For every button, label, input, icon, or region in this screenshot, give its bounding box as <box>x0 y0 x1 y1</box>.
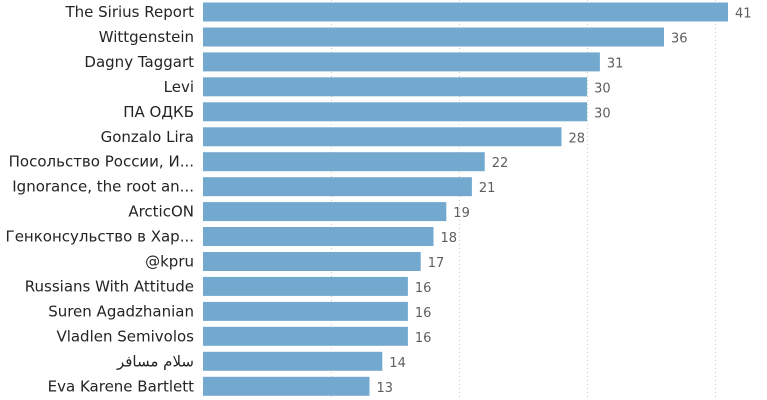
bar[interactable] <box>203 127 562 147</box>
bar[interactable] <box>203 376 370 396</box>
category-label: Ignorance, the root an... <box>12 178 194 196</box>
category-label: Eva Karene Bartlett <box>48 377 194 395</box>
bar[interactable] <box>203 202 447 222</box>
category-label: Wittgenstein <box>99 28 194 46</box>
category-label: Russians With Attitude <box>25 277 194 295</box>
value-label: 13 <box>377 381 394 396</box>
value-label: 30 <box>594 81 611 96</box>
value-label: 41 <box>735 7 752 22</box>
bar[interactable] <box>203 301 408 321</box>
value-label: 19 <box>453 206 470 221</box>
value-label: 28 <box>569 131 586 146</box>
value-label: 30 <box>594 106 611 121</box>
bar[interactable] <box>203 326 408 346</box>
bar[interactable] <box>203 152 485 172</box>
value-label: 36 <box>671 31 688 46</box>
category-label: سلام مسافر <box>116 352 194 370</box>
category-label: ArcticON <box>128 203 194 221</box>
category-labels: The Sirius Report Wittgenstein Dagny Tagga… <box>6 3 195 395</box>
bar[interactable] <box>203 2 728 22</box>
category-label: The Sirius Report <box>64 3 194 21</box>
value-label: 14 <box>389 356 406 371</box>
value-label: 16 <box>415 306 432 321</box>
category-label: @kpru <box>145 253 194 271</box>
category-label: Vladlen Semivolos <box>56 327 194 345</box>
bar[interactable] <box>203 102 588 122</box>
category-label: Gonzalo Lira <box>101 128 194 146</box>
gridlines <box>331 0 716 400</box>
bar[interactable] <box>203 252 421 271</box>
bar[interactable] <box>203 351 383 371</box>
bar[interactable] <box>203 27 664 47</box>
value-labels: 41 36 31 30 30 28 22 21 19 18 17 16 16 16 14 13 <box>377 7 752 396</box>
category-label: Dagny Taggart <box>84 53 194 71</box>
bar[interactable] <box>203 276 408 296</box>
value-label: 21 <box>479 181 496 196</box>
category-label: ПА ОДКБ <box>123 103 194 121</box>
value-label: 22 <box>492 156 509 171</box>
category-label: Suren Agadzhanian <box>48 302 194 320</box>
value-label: 16 <box>415 331 432 346</box>
value-label: 18 <box>441 231 458 246</box>
bars <box>203 2 728 396</box>
value-label: 17 <box>428 256 445 271</box>
bar[interactable] <box>203 227 434 246</box>
bar[interactable] <box>203 52 600 72</box>
bar[interactable] <box>203 77 588 97</box>
category-label: Посольство России, И... <box>9 153 194 171</box>
category-label: Levi <box>164 78 194 96</box>
bar[interactable] <box>203 177 472 197</box>
value-label: 31 <box>607 56 624 71</box>
category-label: Генконсульство в Хар... <box>6 228 194 246</box>
value-label: 16 <box>415 281 432 296</box>
